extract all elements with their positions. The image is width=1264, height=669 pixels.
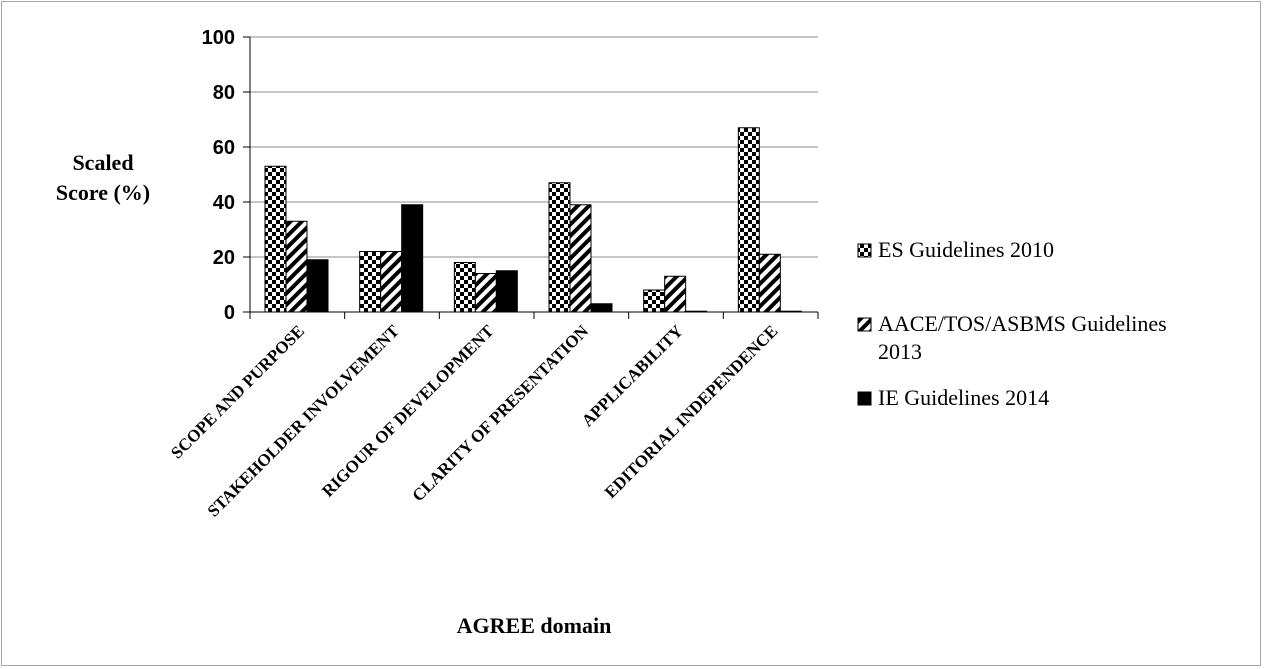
legend-label-aace-tos-asbms-guidelines-2013-line-2: 2013 xyxy=(878,339,922,364)
bar-es-guidelines-2010-applicability xyxy=(643,289,666,313)
bar-ie-guidelines-2014-stakeholder-involvement xyxy=(401,204,424,313)
legend-label-aace-tos-asbms-guidelines-2013-line-1: AACE/TOS/ASBMS Guidelines xyxy=(878,311,1167,336)
bar-es-guidelines-2010-scope-and-purpose xyxy=(264,165,287,313)
legend: ES Guidelines 2010 AACE/TOS/ASBMS Guideli… xyxy=(857,237,1167,410)
x-category-label-rigour-of-development: RIGOUR OF DEVELOPMENT xyxy=(318,321,498,501)
bar-aace-tos-asbms-guidelines-2013-stakeholder-involvement xyxy=(380,251,403,313)
bar-ie-guidelines-2014-rigour-of-development xyxy=(495,270,518,313)
bar-es-guidelines-2010-rigour-of-development xyxy=(453,262,476,313)
bar-aace-tos-asbms-guidelines-2013-rigour-of-development xyxy=(474,273,497,313)
bar-ie-guidelines-2014-editorial-independence xyxy=(779,310,802,313)
legend-label-ie-guidelines-2014: IE Guidelines 2014 xyxy=(878,385,1049,410)
bar-aace-tos-asbms-guidelines-2013-scope-and-purpose xyxy=(285,220,308,313)
axes xyxy=(243,36,819,319)
y-tick-label-100: 100 xyxy=(202,27,235,49)
x-category-label-editorial-independence: EDITORIAL INDEPENDENCE xyxy=(601,321,782,502)
legend-swatch-es-guidelines-2010 xyxy=(857,243,872,258)
bar-es-guidelines-2010-editorial-independence xyxy=(737,127,760,313)
bar-aace-tos-asbms-guidelines-2013-applicability xyxy=(664,275,687,313)
y-axis-title-line-1: Scaled xyxy=(72,150,133,175)
x-category-label-stakeholder-involvement: STAKEHOLDER INVOLVEMENT xyxy=(204,321,404,521)
x-category-label-clarity-of-presentation: CLARITY OF PRESENTATION xyxy=(408,321,592,505)
bar-ie-guidelines-2014-scope-and-purpose xyxy=(306,259,329,313)
bar-es-guidelines-2010-stakeholder-involvement xyxy=(359,251,382,313)
legend-swatch-ie-guidelines-2014 xyxy=(857,391,872,406)
bar-aace-tos-asbms-guidelines-2013-clarity-of-presentation xyxy=(569,204,592,313)
bar-es-guidelines-2010-clarity-of-presentation xyxy=(548,182,571,313)
y-tick-label-0: 0 xyxy=(224,302,235,324)
x-axis-title: AGREE domain xyxy=(457,613,612,638)
bar-ie-guidelines-2014-clarity-of-presentation xyxy=(590,303,613,313)
y-axis-title-line-2: Score (%) xyxy=(56,180,150,205)
bars xyxy=(264,127,802,313)
legend-swatch-aace-tos-asbms-guidelines-2013 xyxy=(857,317,872,332)
x-category-label-applicability: APPLICABILITY xyxy=(578,321,687,430)
bar-ie-guidelines-2014-applicability xyxy=(685,310,708,313)
gridlines xyxy=(250,36,818,258)
bar-aace-tos-asbms-guidelines-2013-editorial-independence xyxy=(758,253,781,313)
y-tick-label-20: 20 xyxy=(213,247,235,269)
y-tick-label-80: 80 xyxy=(213,82,235,104)
legend-label-es-guidelines-2010: ES Guidelines 2010 xyxy=(878,237,1054,262)
y-tick-label-60: 60 xyxy=(213,137,235,159)
y-tick-label-40: 40 xyxy=(213,192,235,214)
